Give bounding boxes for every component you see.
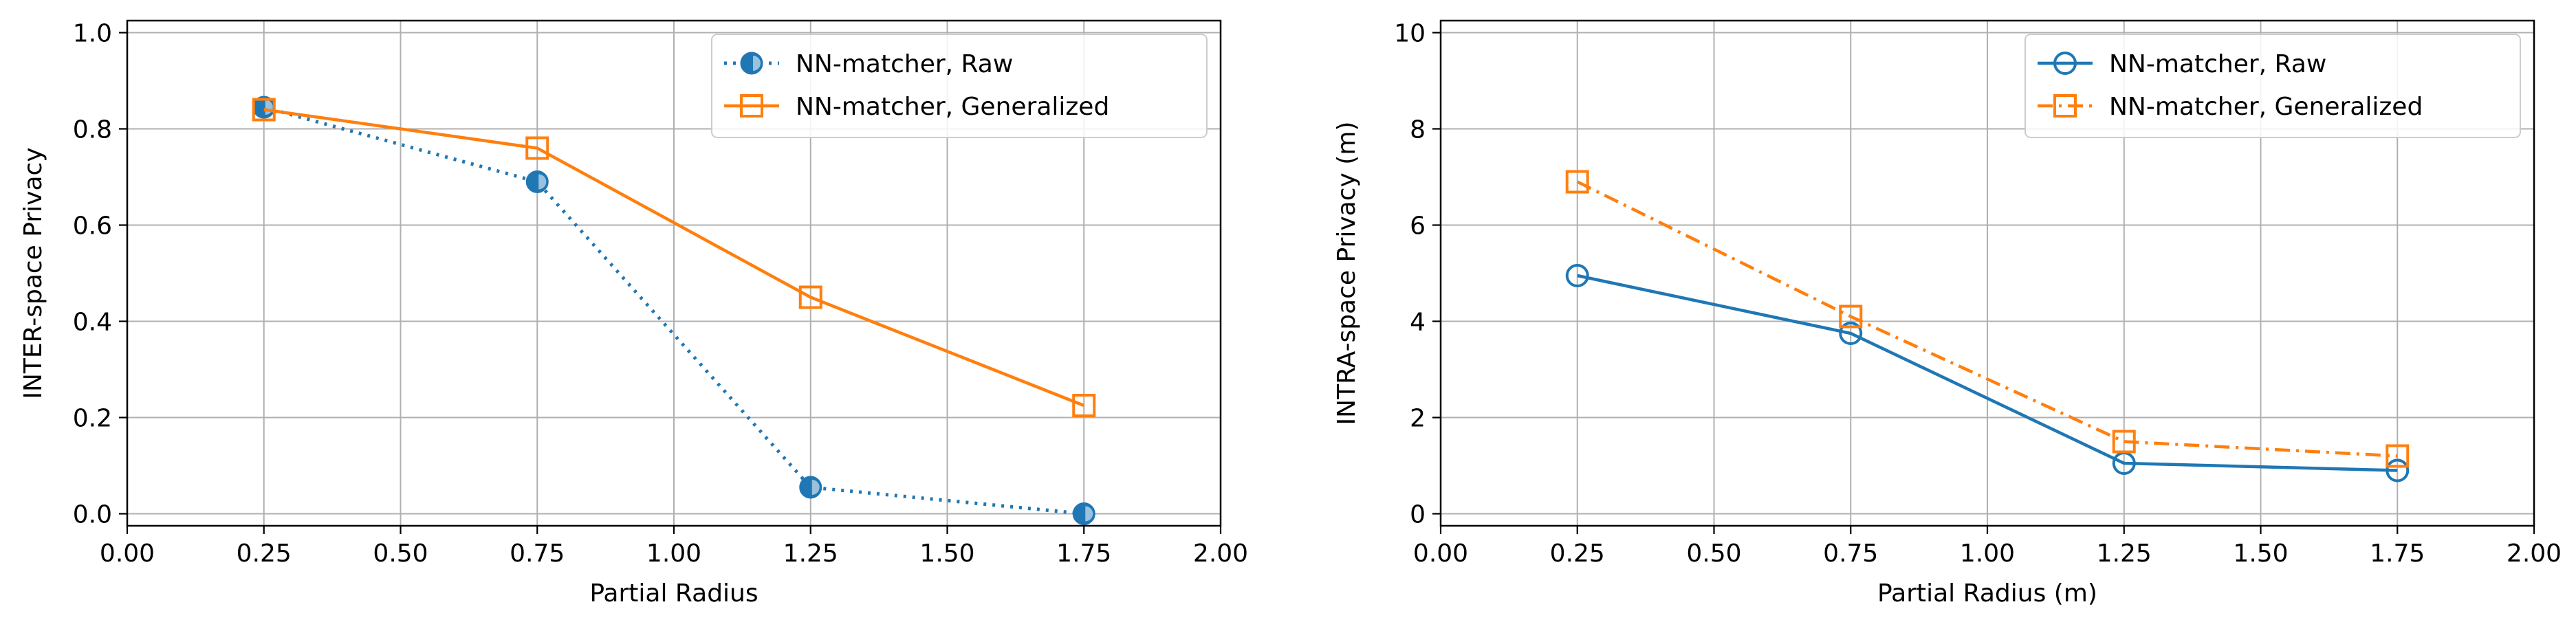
data-point-circle	[2053, 52, 2077, 75]
data-point-square	[2386, 444, 2410, 468]
series-line	[1577, 274, 2398, 472]
x-tick-label: 0.75	[510, 540, 565, 568]
x-tick-label: 1.25	[783, 540, 838, 568]
marker-half	[811, 480, 820, 495]
x-tick-label: 1.00	[1960, 540, 2015, 568]
legend: NN-matcher, Raw NN-matcher, Generalized	[2024, 34, 2521, 138]
series-line	[263, 108, 1085, 408]
x-tick-label: 1.50	[919, 540, 974, 568]
data-point-circle	[1565, 264, 1589, 287]
x-tick-label: 2.00	[1193, 540, 1248, 568]
legend: NN-matcher, Raw NN-matcher, Generalized	[711, 34, 1208, 138]
x-axis-label: Partial Radius	[589, 579, 758, 608]
data-point-half-filled-circle	[799, 476, 822, 499]
y-tick-label: 0	[1410, 501, 1426, 529]
x-tick-label: 1.50	[2233, 540, 2288, 568]
series-1	[1565, 264, 2410, 482]
y-tick-label: 4	[1410, 309, 1426, 337]
chart-1: 0.00 0.25 0.50 0.75 1.00 1.25 1.50 1.75 2.00 0.0 0…	[19, 20, 1248, 608]
x-tick-label: 0.00	[1413, 540, 1468, 568]
chart-2: 0.00 0.25 0.50 0.75 1.00 1.25 1.50 1.75 2.00 0 2 4 6…	[1333, 20, 2562, 608]
series-line	[1576, 180, 2398, 458]
x-tick-label: 0.25	[237, 540, 292, 568]
y-axis-label: INTRA-space Privacy (m)	[1333, 122, 1361, 425]
x-tick-label: 1.00	[646, 540, 701, 568]
x-tick-label: 0.25	[1550, 540, 1605, 568]
data-point-square	[740, 94, 763, 118]
legend-label: NN-matcher, Raw	[796, 50, 1013, 78]
x-axis-label: Partial Radius (m)	[1877, 579, 2097, 608]
data-point-square	[2053, 94, 2077, 118]
data-point-square	[2112, 430, 2136, 454]
data-point-square	[525, 136, 549, 160]
y-tick-label: 0.4	[73, 309, 112, 337]
data-point-half-filled-circle	[525, 170, 549, 193]
series-2	[1565, 170, 2410, 468]
legend-box	[711, 34, 1208, 138]
series-1	[252, 96, 1095, 525]
data-point-circle	[1839, 322, 1863, 345]
data-point-half-filled-circle	[1072, 502, 1095, 525]
data-point-square	[798, 285, 822, 309]
y-tick-label: 0.8	[73, 116, 112, 144]
marker-half	[1085, 506, 1093, 522]
x-tick-label: 2.00	[2507, 540, 2562, 568]
legend-label: NN-matcher, Raw	[2109, 50, 2326, 78]
data-point-square	[1072, 394, 1096, 417]
y-tick-label: 10	[1394, 20, 1426, 48]
legend-label: NN-matcher, Generalized	[796, 93, 1109, 121]
legend-box	[2024, 34, 2521, 138]
series-2	[252, 98, 1096, 417]
y-tick-label: 8	[1410, 116, 1426, 144]
x-tick-label: 0.50	[373, 540, 428, 568]
x-tick-label: 0.50	[1686, 540, 1741, 568]
y-axis-label: INTER-space Privacy	[19, 147, 47, 399]
y-tick-label: 0.2	[73, 405, 112, 433]
marker-half	[538, 174, 547, 190]
y-tick-label: 0.6	[73, 212, 112, 241]
plot-frame	[126, 19, 1222, 527]
y-tick-label: 2	[1410, 405, 1426, 433]
data-point-half-filled-circle	[740, 52, 763, 75]
y-tick-label: 0.0	[73, 501, 112, 529]
y-tick-label: 1.0	[73, 20, 112, 48]
plot-frame	[1439, 19, 2535, 527]
y-tick-label: 6	[1410, 212, 1426, 241]
data-point-square	[252, 98, 276, 122]
marker-half	[753, 56, 761, 71]
x-tick-label: 0.75	[1823, 540, 1878, 568]
x-tick-label: 1.75	[1056, 540, 1111, 568]
x-tick-label: 1.25	[2097, 540, 2152, 568]
x-tick-label: 1.75	[2370, 540, 2425, 568]
data-point-square	[1565, 170, 1589, 194]
data-point-square	[1839, 304, 1863, 329]
legend-label: NN-matcher, Generalized	[2109, 93, 2423, 121]
data-point-circle	[2386, 458, 2410, 482]
x-tick-label: 0.00	[100, 540, 155, 568]
